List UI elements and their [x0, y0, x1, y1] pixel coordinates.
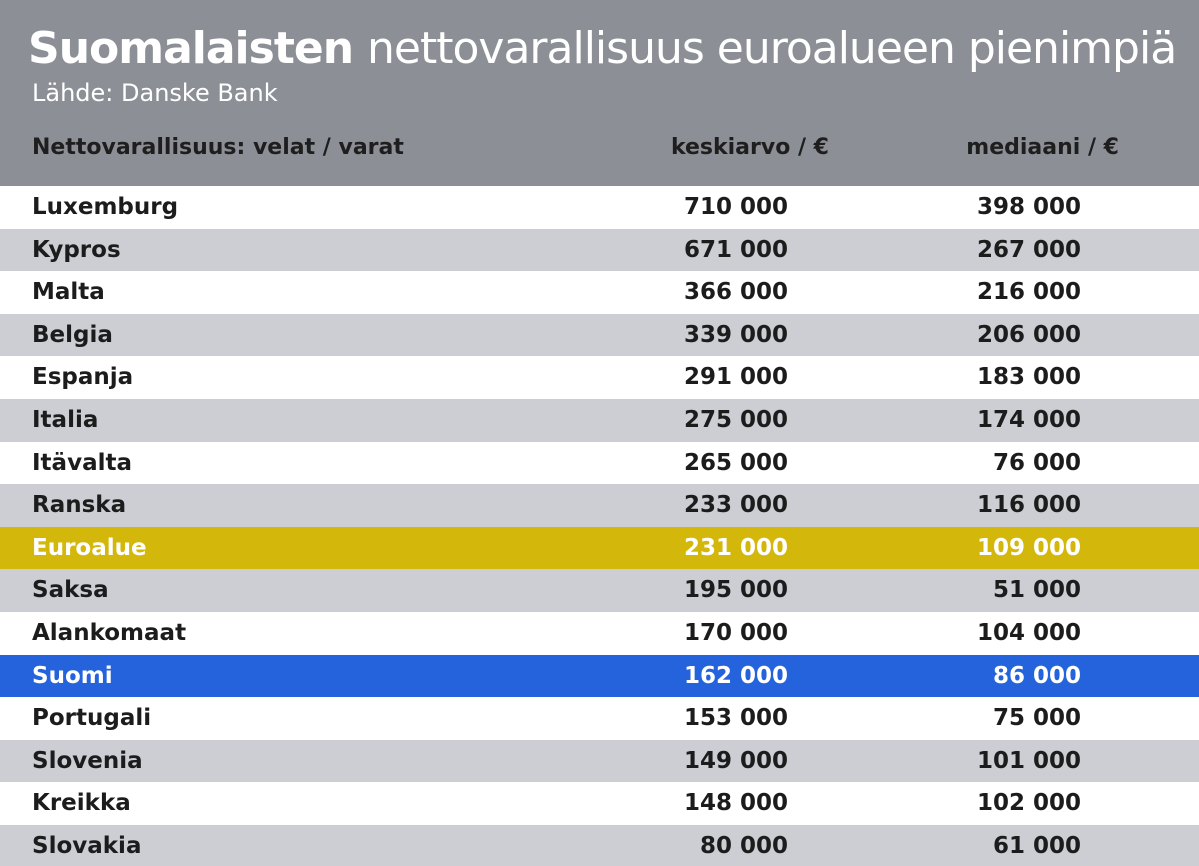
row-country: Itävalta [32, 449, 132, 476]
row-country: Euroalue [32, 534, 147, 561]
row-median-value: 398 000 [976, 194, 1081, 220]
row-country: Italia [32, 406, 99, 433]
table-row: Malta 366 000 216 000 [0, 271, 1199, 314]
row-median-value: 104 000 [976, 619, 1081, 646]
row-mean-value: 80 000 [699, 832, 788, 859]
row-median-value: 174 000 [976, 406, 1081, 433]
row-country: Slovakia [32, 832, 142, 859]
table-row: Saksa 195 000 51 000 [0, 569, 1199, 612]
table-row: Espanja 291 000 183 000 [0, 356, 1199, 399]
row-country: Portugali [32, 705, 152, 732]
row-median-value: 75 000 [992, 705, 1081, 732]
table-body: Luxemburg 710 000 398 000 Kypros 671 000 267 … [0, 186, 1199, 866]
row-mean-value: 148 000 [683, 790, 788, 817]
row-mean-value: 710 000 [683, 194, 788, 220]
table-row: Kreikka 148 000 102 000 [0, 782, 1199, 825]
row-mean-value: 339 000 [683, 321, 788, 348]
row-mean-value: 671 000 [683, 236, 788, 263]
chart-title: Suomalaisten nettovarallisuus euroalueen… [28, 23, 1177, 75]
row-country: Slovenia [32, 747, 143, 774]
row-mean-value: 233 000 [683, 492, 788, 519]
row-median-value: 206 000 [976, 321, 1081, 348]
row-country: Belgia [32, 321, 113, 348]
column-header-median: mediaani / € [966, 135, 1119, 160]
row-mean-value: 366 000 [683, 279, 788, 306]
table-row: Italia 275 000 174 000 [0, 398, 1199, 442]
table-row: Euroalue 231 000 109 000 [0, 526, 1199, 570]
header-band: Suomalaisten nettovarallisuus euroalueen… [0, 0, 1199, 186]
row-median-value: 76 000 [992, 449, 1081, 476]
table-row: Slovenia 149 000 101 000 [0, 739, 1199, 783]
row-median-value: 51 000 [992, 577, 1081, 604]
row-median-value: 116 000 [976, 492, 1081, 519]
row-mean-value: 149 000 [683, 747, 788, 774]
row-country: Ranska [32, 492, 127, 519]
row-median-value: 61 000 [992, 832, 1081, 859]
table-row: Portugali 153 000 75 000 [0, 697, 1199, 740]
row-mean-value: 195 000 [683, 577, 788, 604]
row-median-value: 101 000 [976, 747, 1081, 774]
table-row: Suomi 162 000 86 000 [0, 654, 1199, 698]
row-median-value: 102 000 [976, 790, 1081, 817]
row-country: Kypros [32, 236, 121, 263]
row-country: Saksa [32, 577, 109, 604]
row-country: Espanja [32, 364, 134, 391]
row-mean-value: 170 000 [683, 619, 788, 646]
row-median-value: 183 000 [976, 364, 1081, 391]
row-median-value: 267 000 [976, 236, 1081, 263]
row-median-value: 216 000 [976, 279, 1081, 306]
row-mean-value: 275 000 [683, 406, 788, 433]
row-country: Suomi [32, 662, 113, 689]
table-row: Ranska 233 000 116 000 [0, 484, 1199, 527]
column-header-mean: keskiarvo / € [670, 135, 829, 160]
table-row: Itävalta 265 000 76 000 [0, 441, 1199, 485]
row-country: Alankomaat [32, 619, 187, 646]
table-row: Luxemburg 710 000 398 000 [0, 186, 1199, 229]
row-mean-value: 231 000 [683, 534, 788, 561]
row-country: Kreikka [32, 790, 131, 817]
row-mean-value: 162 000 [683, 662, 788, 689]
title-rest: nettovarallisuus euroalueen pienimpiä [367, 23, 1177, 74]
table-row: Belgia 339 000 206 000 [0, 313, 1199, 357]
row-country: Malta [32, 279, 105, 306]
table-row: Alankomaat 170 000 104 000 [0, 611, 1199, 655]
row-country: Luxemburg [32, 194, 179, 220]
source-label: Lähde: Danske Bank [32, 79, 278, 107]
title-strong: Suomalaisten [28, 23, 354, 74]
row-median-value: 86 000 [992, 662, 1081, 689]
row-mean-value: 153 000 [683, 705, 788, 732]
row-median-value: 109 000 [976, 534, 1081, 561]
table-row: Kypros 671 000 267 000 [0, 228, 1199, 272]
row-mean-value: 291 000 [683, 364, 788, 391]
column-header-label: Nettovarallisuus: velat / varat [32, 135, 404, 160]
table-row: Slovakia 80 000 61 000 [0, 824, 1199, 866]
row-mean-value: 265 000 [683, 449, 788, 476]
